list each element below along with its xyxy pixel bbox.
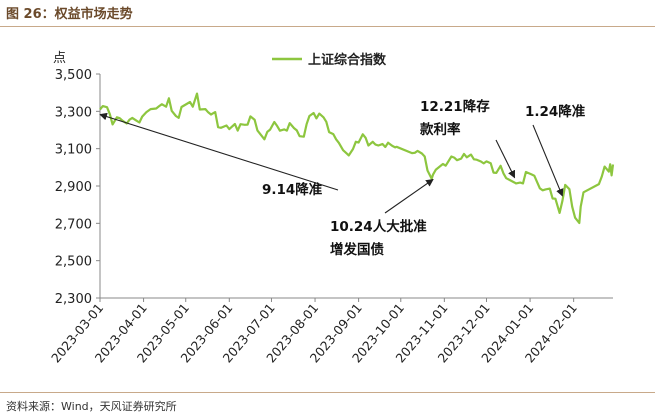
annotation-label: 10.24人大批准 [330, 218, 427, 235]
annotation-label: 款利率 [420, 121, 461, 138]
legend-label: 上证综合指数 [308, 52, 387, 68]
y-tick-label: 2,300 [55, 292, 92, 307]
annotation-label: 12.21降存 [420, 98, 490, 115]
annotation-arrow [532, 124, 564, 197]
legend: 上证综合指数 [272, 52, 387, 68]
y-axis: 3,500 3,300 3,100 2,900 2,700 2,500 2,300 点 [53, 51, 101, 307]
y-tick-label: 3,500 [55, 68, 92, 83]
x-axis: 2023-03-012023-04-012023-05-012023-06-01… [48, 297, 613, 366]
y-tick-label: 3,100 [55, 143, 92, 158]
y-axis-label: 点 [53, 51, 66, 66]
annotation-label: 增发国债 [330, 241, 384, 258]
bottom-rule [0, 392, 655, 393]
y-tick-label: 2,700 [55, 217, 92, 232]
y-tick-label: 3,300 [55, 105, 92, 120]
title-rule [0, 26, 655, 27]
y-tick-label: 2,900 [55, 180, 92, 195]
source-note: 资料来源：Wind，天风证券研究所 [6, 400, 177, 413]
annotation-arrow [495, 139, 516, 179]
y-tick-label: 2,500 [55, 255, 92, 270]
annotation-arrow [384, 178, 434, 214]
annotation-arrow [99, 112, 339, 191]
series-line [99, 92, 615, 225]
annotation-label: 1.24降准 [525, 103, 586, 120]
figure-title: 图 26：权益市场走势 [6, 7, 133, 22]
annotation-label: 9.14降准 [262, 181, 323, 198]
series-layer [99, 92, 615, 225]
